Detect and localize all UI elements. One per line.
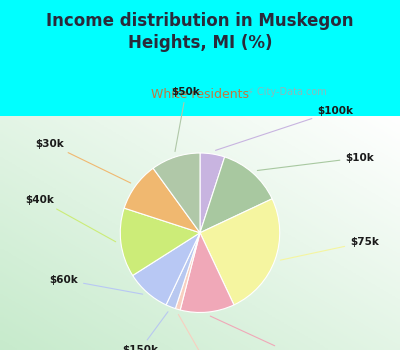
Text: Income distribution in Muskegon
Heights, MI (%): Income distribution in Muskegon Heights,… bbox=[46, 12, 354, 52]
Wedge shape bbox=[124, 168, 200, 233]
Text: ⚡ City-Data.com: ⚡ City-Data.com bbox=[247, 87, 327, 97]
Text: $100k: $100k bbox=[216, 106, 353, 150]
Wedge shape bbox=[180, 233, 234, 313]
Text: $20k: $20k bbox=[210, 316, 308, 350]
Wedge shape bbox=[153, 153, 200, 233]
Text: $60k: $60k bbox=[49, 275, 143, 294]
Wedge shape bbox=[175, 233, 200, 310]
Text: $150k: $150k bbox=[122, 312, 168, 350]
Text: $50k: $50k bbox=[172, 87, 200, 152]
Wedge shape bbox=[200, 157, 272, 233]
Wedge shape bbox=[133, 233, 200, 305]
Text: White residents: White residents bbox=[151, 88, 249, 101]
Text: $125k: $125k bbox=[178, 314, 227, 350]
Wedge shape bbox=[120, 208, 200, 275]
Text: $30k: $30k bbox=[35, 139, 131, 183]
Wedge shape bbox=[200, 153, 225, 233]
Text: $40k: $40k bbox=[26, 195, 116, 242]
Text: $10k: $10k bbox=[257, 153, 374, 170]
Text: $75k: $75k bbox=[280, 237, 379, 260]
Wedge shape bbox=[166, 233, 200, 309]
Wedge shape bbox=[200, 199, 280, 305]
